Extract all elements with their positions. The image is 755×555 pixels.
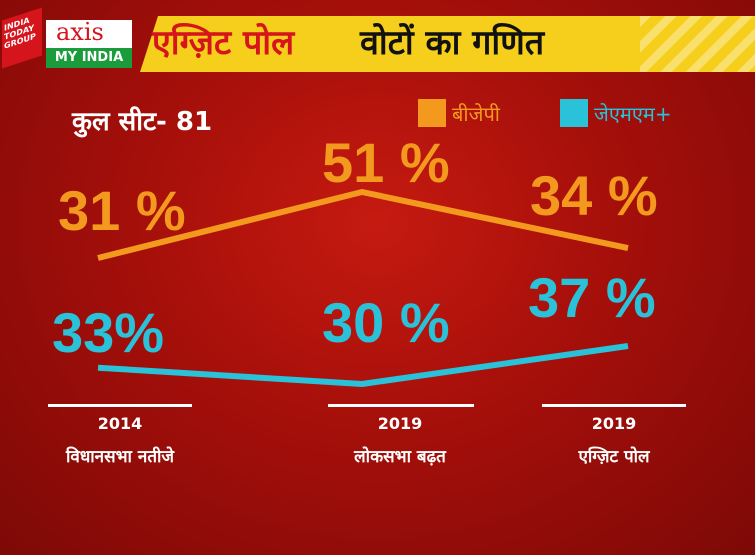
axis-logo-text: axis [56, 18, 104, 46]
data-label-jmm-2019-ep: 37 % [528, 266, 656, 329]
category-label-assembly-results: विधानसभा नतीजे [65, 447, 175, 467]
category-year-2019-ls: 2019 [377, 414, 423, 433]
category-label-exit-poll: एग्ज़िट पोल [578, 447, 650, 467]
my-india-logo-text: MY INDIA [46, 48, 132, 68]
legend-label-jmm: जेएमएम+ [594, 101, 672, 126]
series-line-jmm [97, 343, 629, 387]
category-rule [48, 404, 192, 407]
total-seats-label: कुल सीट- 81 [72, 107, 213, 137]
data-label-bjp-2014: 31 % [58, 179, 186, 242]
banner-stripes [640, 16, 755, 72]
data-label-jmm-2014: 33% [52, 301, 165, 364]
legend-item-jmm: जेएमएम+ [560, 98, 672, 128]
legend-swatch-bjp [418, 99, 446, 127]
legend-item-bjp: बीजेपी [418, 98, 500, 128]
data-label-jmm-2019-ls: 30 % [322, 291, 450, 354]
channel-logo: INDIA TODAY GROUP axis MY INDIA [0, 0, 135, 72]
legend-label-bjp: बीजेपी [452, 101, 500, 126]
category-year-2014: 2014 [97, 414, 143, 433]
category-rule [328, 404, 474, 407]
banner-title-exit-poll: एग्ज़िट पोल [152, 23, 295, 63]
series-line-bjp [97, 189, 629, 261]
header-bar: INDIA TODAY GROUP axis MY INDIA एग्ज़िट … [0, 0, 755, 72]
category-year-2019-ep: 2019 [591, 414, 637, 433]
data-label-bjp-2019-ep: 34 % [530, 164, 658, 227]
legend-swatch-jmm [560, 99, 588, 127]
category-label-loksabha-lead: लोकसभा बढ़त [354, 447, 446, 467]
title-banner [140, 16, 755, 72]
banner-title-vote-math: वोटों का गणित [360, 23, 545, 63]
category-rule [542, 404, 686, 407]
data-label-bjp-2019-ls: 51 % [322, 131, 450, 194]
